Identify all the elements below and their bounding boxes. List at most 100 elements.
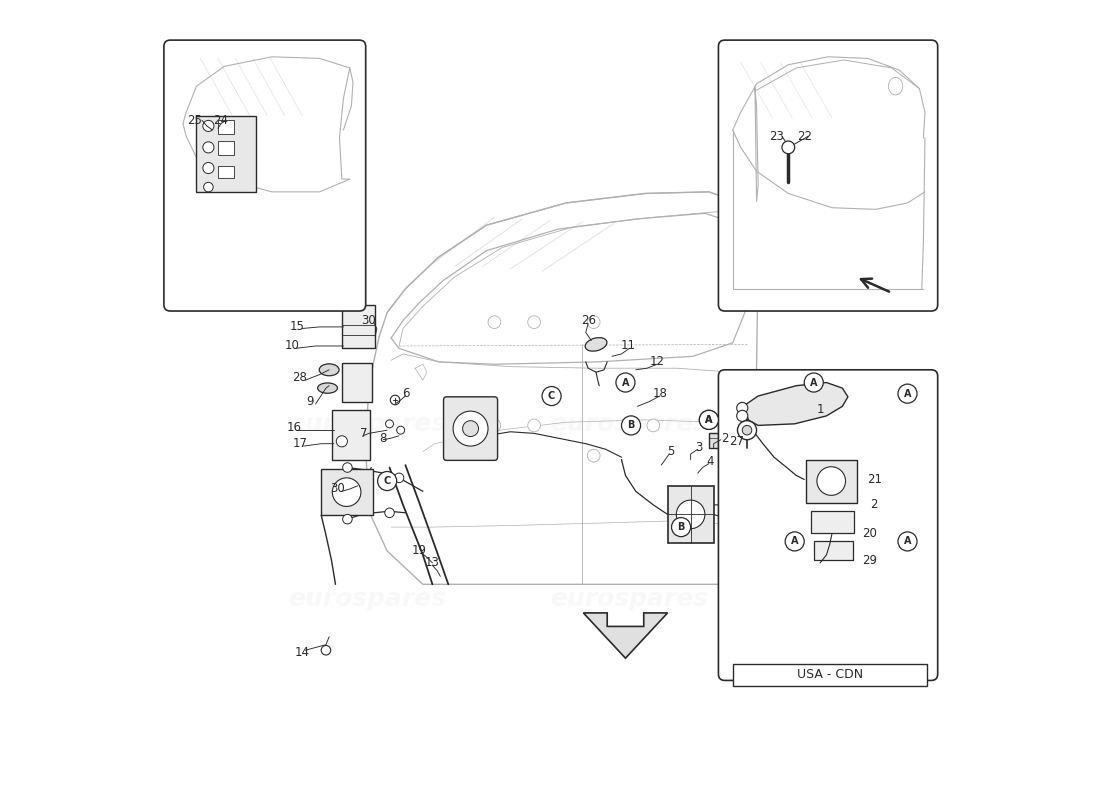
Circle shape [737, 402, 748, 414]
Text: eurospares: eurospares [550, 586, 708, 610]
Ellipse shape [319, 364, 339, 376]
Text: 19: 19 [411, 545, 427, 558]
Circle shape [898, 532, 917, 551]
Bar [321, 469, 373, 515]
Circle shape [204, 182, 213, 192]
Text: eurospares: eurospares [288, 586, 447, 610]
Circle shape [737, 410, 748, 422]
Circle shape [587, 316, 601, 329]
Circle shape [202, 120, 215, 131]
Text: 2: 2 [720, 432, 728, 445]
Circle shape [782, 141, 794, 154]
Bar [331, 410, 370, 459]
Circle shape [202, 162, 215, 174]
Circle shape [332, 478, 361, 506]
Circle shape [700, 410, 718, 430]
Circle shape [817, 466, 846, 495]
Text: 23: 23 [769, 130, 784, 142]
Text: 15: 15 [290, 321, 305, 334]
Text: A: A [621, 378, 629, 387]
Text: 12: 12 [650, 355, 664, 368]
Circle shape [343, 462, 352, 472]
Circle shape [397, 426, 405, 434]
Text: 24: 24 [212, 114, 228, 127]
Text: A: A [904, 537, 911, 546]
Text: 18: 18 [652, 387, 667, 400]
Text: 30: 30 [362, 314, 376, 327]
Circle shape [202, 142, 215, 153]
Polygon shape [583, 613, 668, 658]
Text: 4: 4 [706, 455, 714, 469]
Text: 14: 14 [295, 646, 309, 659]
Text: B: B [627, 421, 635, 430]
Circle shape [488, 316, 501, 329]
Text: 27: 27 [729, 435, 745, 448]
Bar [342, 363, 372, 402]
Circle shape [587, 450, 601, 462]
Circle shape [621, 416, 640, 435]
Text: 8: 8 [379, 432, 387, 445]
Circle shape [394, 473, 404, 482]
Bar [733, 664, 927, 686]
Circle shape [898, 384, 917, 403]
Text: 28: 28 [293, 371, 307, 384]
Text: 29: 29 [862, 554, 877, 567]
Circle shape [742, 426, 751, 435]
Circle shape [321, 646, 331, 655]
Text: 30: 30 [330, 482, 344, 495]
Text: A: A [810, 378, 817, 387]
FancyBboxPatch shape [443, 397, 497, 460]
Text: B: B [678, 522, 685, 532]
Circle shape [750, 402, 763, 414]
Circle shape [766, 404, 777, 415]
Ellipse shape [318, 383, 338, 394]
Text: 5: 5 [667, 445, 674, 458]
Circle shape [488, 419, 501, 432]
Circle shape [385, 508, 394, 518]
Circle shape [785, 532, 804, 551]
Bar [218, 141, 234, 155]
Text: 17: 17 [293, 437, 307, 450]
Text: 7: 7 [360, 427, 367, 440]
Circle shape [343, 514, 352, 524]
Text: 2: 2 [870, 498, 878, 511]
Circle shape [766, 396, 777, 407]
Ellipse shape [889, 78, 903, 95]
Text: A: A [705, 415, 713, 425]
Bar [218, 119, 234, 134]
Text: 6: 6 [402, 387, 409, 400]
Text: A: A [904, 389, 911, 398]
Polygon shape [769, 386, 832, 418]
Circle shape [386, 420, 394, 428]
FancyBboxPatch shape [164, 40, 365, 311]
Circle shape [737, 421, 757, 440]
Circle shape [671, 518, 691, 537]
Bar [218, 166, 234, 178]
Text: 1: 1 [816, 403, 824, 416]
Circle shape [804, 373, 823, 392]
Bar [806, 459, 858, 503]
Text: 22: 22 [796, 130, 812, 142]
Circle shape [676, 500, 705, 529]
Circle shape [528, 419, 540, 432]
Circle shape [616, 373, 635, 392]
Circle shape [390, 395, 400, 405]
Text: 21: 21 [867, 473, 881, 486]
Text: 25: 25 [187, 114, 201, 127]
Text: 26: 26 [581, 314, 595, 327]
FancyBboxPatch shape [718, 40, 937, 311]
Text: eurospares: eurospares [550, 412, 708, 436]
Circle shape [528, 316, 540, 329]
Text: 9: 9 [306, 395, 313, 408]
Bar [668, 486, 714, 543]
FancyBboxPatch shape [718, 370, 937, 681]
Text: A: A [705, 415, 713, 425]
Bar [197, 116, 256, 192]
Text: 11: 11 [620, 339, 636, 353]
Circle shape [700, 410, 718, 430]
Text: C: C [548, 391, 556, 401]
Bar [342, 305, 375, 348]
Circle shape [453, 411, 488, 446]
Bar [708, 434, 747, 448]
Circle shape [463, 421, 478, 437]
